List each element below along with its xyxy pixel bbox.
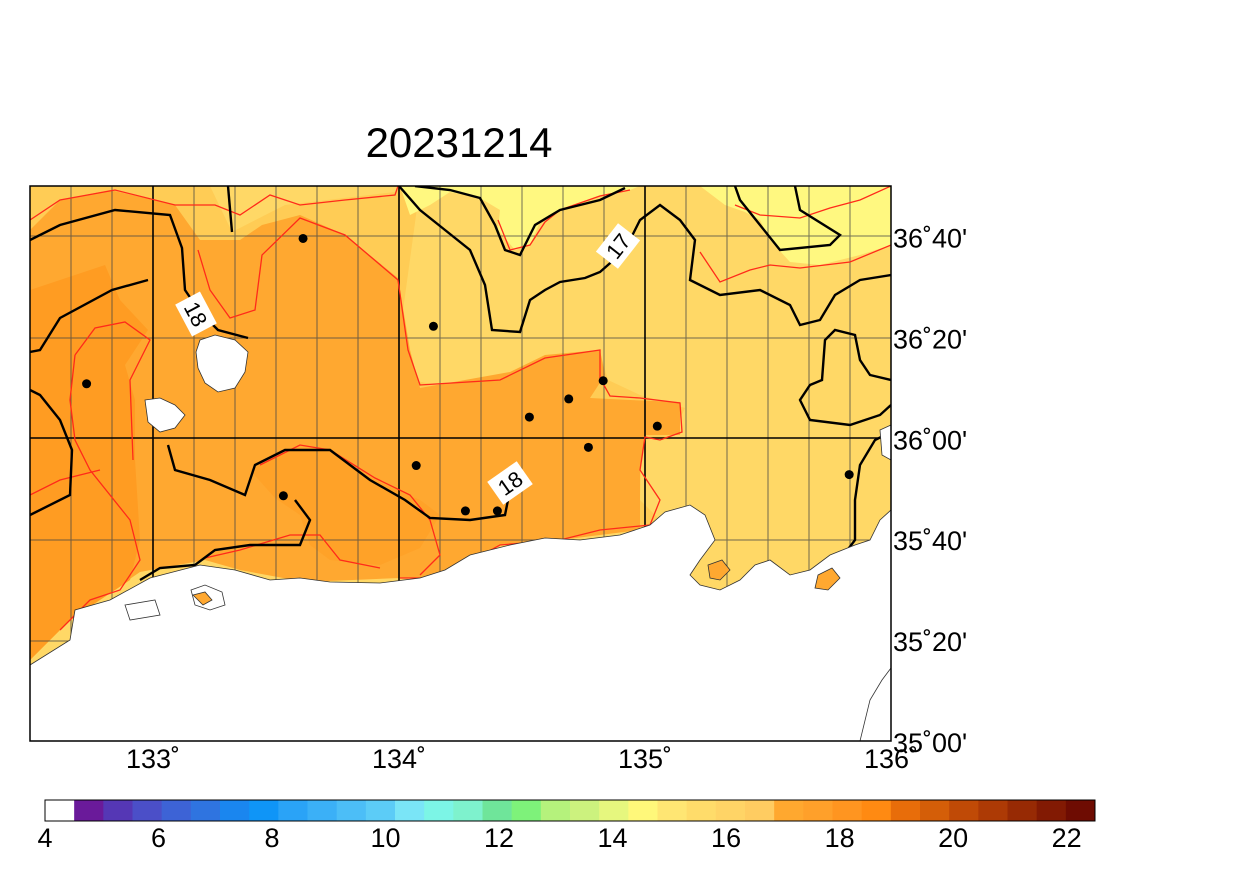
latitude-labels: 36˚40' 36˚20' 36˚00' 35˚40' 35˚20' 35˚00' <box>893 223 967 758</box>
longitude-label: 136˚ <box>864 744 918 774</box>
latitude-label: 36˚20' <box>893 324 967 354</box>
colorbar-swatch <box>920 800 950 821</box>
colorbar-swatch <box>657 800 688 821</box>
colorbar-swatch <box>365 800 396 821</box>
colorbar-swatch <box>511 800 542 821</box>
colorbar-swatch <box>190 800 221 821</box>
colorbar-swatch <box>453 800 483 821</box>
sst-band-15-16-ne <box>700 186 891 265</box>
colorbar <box>44 799 1096 822</box>
latitude-label: 35˚00' <box>893 728 967 758</box>
colorbar-swatch <box>482 800 513 821</box>
colorbar-outline <box>44 799 1096 822</box>
colorbar-swatch <box>540 800 571 821</box>
latitude-label: 35˚20' <box>893 627 967 657</box>
map-frame <box>29 185 892 742</box>
station-marker <box>411 461 421 471</box>
colorbar-swatch <box>74 800 104 821</box>
map-title: 20231214 <box>366 119 553 166</box>
station-marker <box>278 491 288 501</box>
colorbar-swatch <box>745 800 775 821</box>
latitude-label: 35˚40' <box>893 526 967 556</box>
colorbar-swatch <box>132 800 163 821</box>
latitude-label: 36˚40' <box>893 223 967 253</box>
colorbar-swatch <box>424 800 454 821</box>
station-marker <box>428 321 438 331</box>
colorbar-tick-label: 18 <box>825 823 855 853</box>
colorbar-swatch <box>949 800 979 821</box>
colorbar-tick-label: 10 <box>371 823 401 853</box>
colorbar-swatch <box>45 800 75 821</box>
colorbar-tick-label: 12 <box>484 823 514 853</box>
station-marker <box>82 379 92 389</box>
station-marker <box>460 506 470 516</box>
colorbar-tick-label: 20 <box>938 823 968 853</box>
colorbar-swatch <box>628 800 658 821</box>
sst-band-19-20-central <box>250 448 440 565</box>
land-mask <box>30 334 891 741</box>
latitude-label: 36˚00' <box>893 425 967 455</box>
colorbar-swatch <box>161 800 192 821</box>
colorbar-labels: 4 6 8 10 12 14 16 18 20 22 <box>37 823 1081 853</box>
sst-band-19-20 <box>30 265 148 660</box>
colorbar-swatch <box>599 800 629 821</box>
colorbar-tick-label: 8 <box>265 823 280 853</box>
colorbar-swatch <box>103 800 133 821</box>
station-marker <box>564 394 574 404</box>
colorbar-swatch <box>1036 800 1067 821</box>
colorbar-swatch <box>715 800 746 821</box>
sst-band-15-16 <box>400 186 640 250</box>
colorbar-swatch <box>774 800 804 821</box>
station-marker <box>524 412 534 422</box>
colorbar-tick-label: 14 <box>598 823 628 853</box>
map-plot-area: 18 17 18 <box>30 186 891 741</box>
colorbar-swatch <box>1007 800 1038 821</box>
colorbar-swatch <box>336 800 367 821</box>
colorbar-swatch <box>395 800 425 821</box>
longitude-label: 133˚ <box>126 744 180 774</box>
longitude-label: 134˚ <box>372 744 426 774</box>
longitude-labels: 133˚ 134˚ 135˚ 136˚ <box>126 744 918 774</box>
colorbar-tick-label: 16 <box>711 823 741 853</box>
red-isotherms <box>30 186 891 631</box>
colorbar-swatch <box>832 800 863 821</box>
colorbar-swatch <box>278 800 308 821</box>
colorbar-swatch <box>570 800 600 821</box>
colorbar-tick-label: 4 <box>37 823 52 853</box>
colorbar-swatch <box>220 800 250 821</box>
colorbar-swatch <box>978 800 1008 821</box>
colorbar-swatch <box>861 800 892 821</box>
colorbar-swatch <box>249 800 279 821</box>
colorbar-swatch <box>890 800 921 821</box>
coastal-islets <box>192 559 841 606</box>
station-marker <box>652 421 662 431</box>
station-marker <box>298 233 308 243</box>
station-marker <box>844 470 854 480</box>
colorbar-swatch <box>803 800 833 821</box>
colorbar-swatch <box>1065 800 1096 821</box>
colorbar-swatch <box>307 800 338 821</box>
station-marker <box>583 442 593 452</box>
colorbar-swatch <box>686 800 717 821</box>
colorbar-tick-label: 22 <box>1052 823 1082 853</box>
station-marker <box>492 506 502 516</box>
observation-stations <box>82 233 854 516</box>
station-marker <box>598 376 608 386</box>
colorbar-tick-label: 6 <box>151 823 166 853</box>
longitude-label: 135˚ <box>618 744 672 774</box>
